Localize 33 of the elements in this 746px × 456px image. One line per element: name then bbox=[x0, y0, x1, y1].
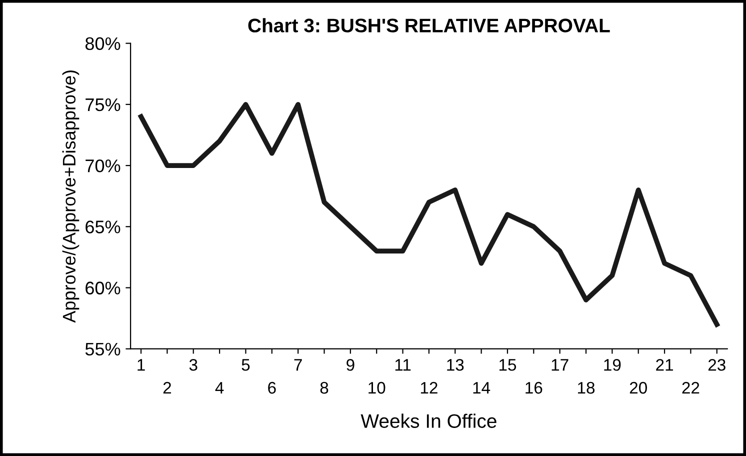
x-tick-label: 3 bbox=[189, 359, 198, 371]
x-axis-title: Weeks In Office bbox=[360, 414, 496, 428]
x-tick-label: 18 bbox=[578, 382, 595, 394]
x-tick-label: 2 bbox=[163, 382, 171, 394]
y-tick-label: 75% bbox=[86, 98, 120, 112]
x-tick-label: 11 bbox=[395, 359, 411, 371]
x-tick-label: 17 bbox=[552, 359, 568, 371]
y-axis-title: Approve/(Approve+Disapprove) bbox=[62, 70, 80, 323]
x-tick-label: 9 bbox=[346, 359, 354, 371]
x-tick-label: 12 bbox=[420, 382, 438, 394]
x-tick-label: 7 bbox=[294, 359, 302, 371]
x-tick-label: 22 bbox=[682, 382, 700, 394]
x-tick-label: 8 bbox=[320, 382, 328, 394]
x-tick-label: 16 bbox=[526, 382, 542, 394]
line-series bbox=[138, 102, 720, 327]
x-tick-label: 4 bbox=[215, 382, 224, 394]
x-tick-label: 20 bbox=[630, 382, 647, 394]
x-tick-label: 19 bbox=[604, 359, 621, 371]
x-tick-label: 14 bbox=[473, 382, 490, 394]
x-tick-label: 21 bbox=[656, 359, 673, 371]
y-tick-label: 65% bbox=[86, 220, 120, 234]
x-tick-label: 15 bbox=[499, 359, 516, 371]
x-tick-label: 1 bbox=[138, 359, 145, 371]
x-tick-label: 5 bbox=[242, 359, 250, 371]
y-tick-label: 70% bbox=[86, 159, 120, 172]
chart-title: Chart 3: BUSH'S RELATIVE APPROVAL bbox=[248, 18, 610, 32]
y-tick-label: 60% bbox=[86, 282, 120, 294]
x-tick-label: 23 bbox=[708, 359, 726, 371]
y-tick-label: 55% bbox=[85, 342, 120, 356]
x-tick-label: 6 bbox=[268, 382, 276, 394]
x-tick-label: 13 bbox=[447, 359, 464, 371]
x-tick-label: 10 bbox=[368, 382, 386, 394]
y-tick-label: 80% bbox=[85, 37, 120, 50]
